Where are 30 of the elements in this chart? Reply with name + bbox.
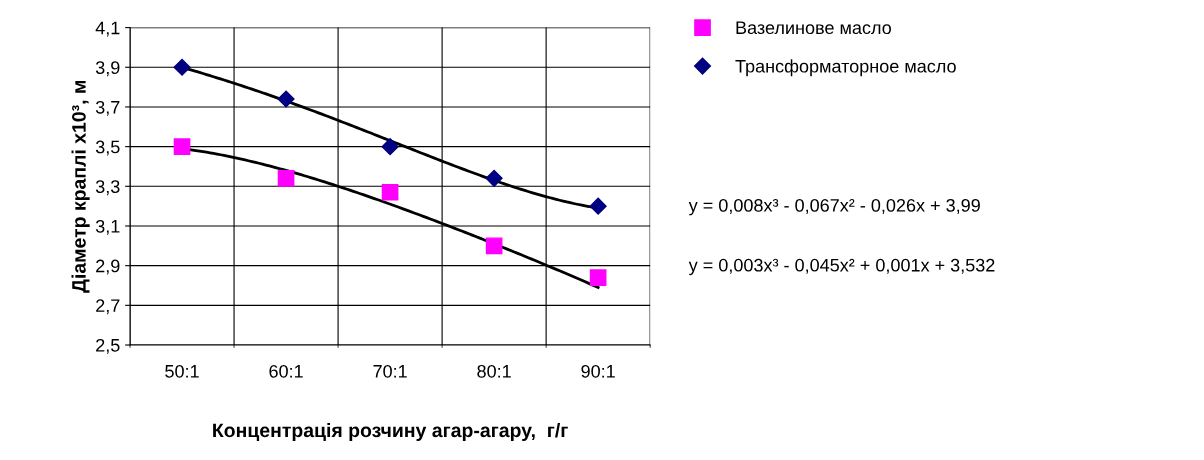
point [173, 58, 191, 76]
y-tick-label: 3,7 [95, 100, 120, 116]
point [381, 183, 399, 201]
point [277, 90, 295, 108]
point [277, 170, 295, 187]
x-tick-label: 60:1 [269, 364, 303, 378]
y-tick-label: 2,9 [96, 259, 120, 275]
point [485, 237, 503, 255]
x-tick-label: 70:1 [373, 364, 407, 378]
y-tick-label: 3,1 [95, 219, 120, 235]
point [173, 138, 191, 155]
x-tick-label: 50:1 [165, 364, 199, 378]
y-tick-label: 3,5 [95, 140, 120, 156]
y-tick-label: 3,3 [95, 180, 120, 196]
text: y = 0,003x³ - 0,045x² + 0,001x + 3,532 [688, 258, 995, 276]
point [589, 269, 607, 286]
legend-label: Вазелинове масло [736, 21, 891, 35]
point [381, 138, 399, 156]
x-tick-label: 90:1 [581, 364, 615, 378]
y-tick-label: 2,7 [96, 299, 120, 315]
y-tick-label: 3,9 [95, 61, 120, 77]
y-axis-title: Діаметр краплі х10³, м [71, 81, 90, 293]
point [589, 197, 607, 215]
text: y = 0,008x³ - 0,067x² - 0,026x + 3,99 [688, 198, 980, 216]
legend-label: Трансформаторное масло [735, 59, 956, 77]
y-tick-label: 2,5 [96, 338, 120, 354]
x-axis-title: Концентрація розчину агар-агару, г/г [213, 422, 568, 442]
x-tick-label: 80:1 [477, 364, 511, 378]
point [485, 169, 503, 187]
y-tick-label: 4,1 [95, 21, 120, 37]
